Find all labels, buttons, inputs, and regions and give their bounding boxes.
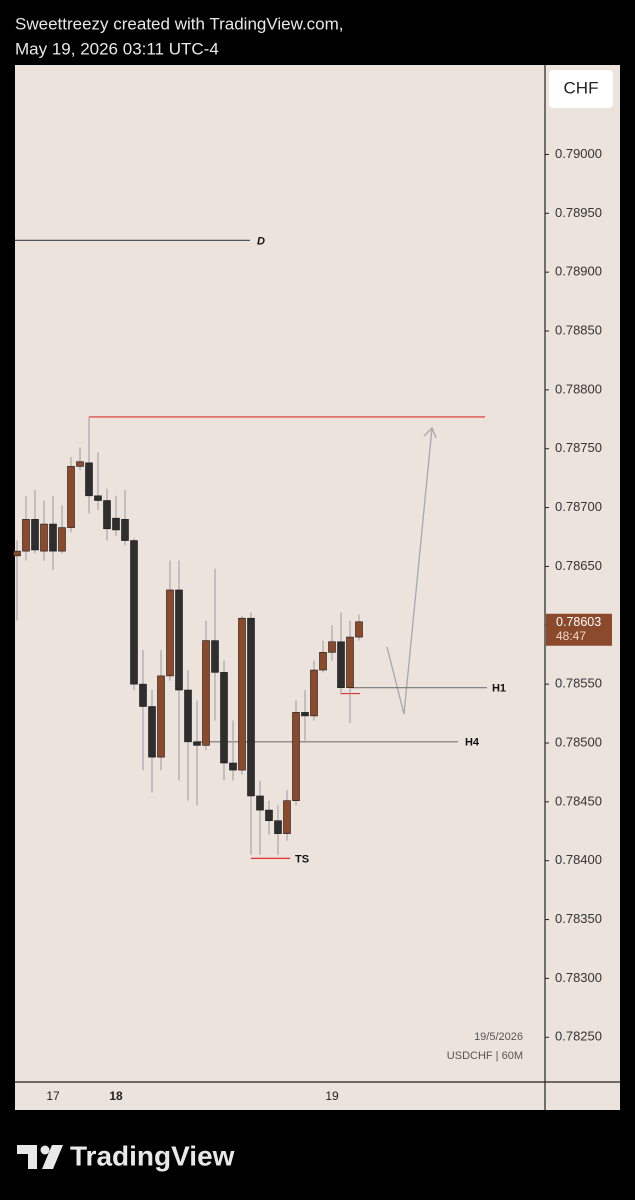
candle-body [139, 683, 147, 707]
x-tick-label: 17 [46, 1089, 60, 1103]
candle-body [184, 689, 192, 743]
y-tick-label: 0.78250 [555, 1029, 602, 1044]
y-tick-label: 0.78850 [555, 322, 602, 337]
y-tick-label: 0.79000 [555, 146, 602, 161]
level-label: TS [295, 853, 309, 865]
level-label: H1 [492, 683, 506, 695]
y-tick-label: 0.78650 [555, 558, 602, 573]
symbol-label: USDCHF | 60M [447, 1050, 523, 1062]
candle-body [49, 523, 57, 552]
candle-body [238, 617, 246, 771]
y-tick-label: 0.78450 [555, 793, 602, 808]
date-label: 19/5/2026 [474, 1031, 523, 1043]
y-tick-label: 0.78700 [555, 499, 602, 514]
candle-body [22, 519, 30, 552]
y-tick-label: 0.78500 [555, 734, 602, 749]
logo-mark [42, 1145, 63, 1169]
candle-body [247, 617, 255, 797]
level-label: H4 [465, 737, 480, 749]
candle-body [85, 462, 93, 497]
x-tick-label: 19 [325, 1089, 339, 1103]
countdown: 48:47 [556, 629, 586, 643]
candle-body [40, 523, 48, 552]
level-label: D [257, 235, 265, 247]
candle-body [130, 540, 138, 685]
candle-body [319, 652, 327, 671]
candle-body [301, 712, 309, 717]
candle-body [67, 466, 75, 528]
y-tick-label: 0.78350 [555, 911, 602, 926]
candle-body [292, 712, 300, 801]
candle-body [166, 589, 174, 677]
candle-body [58, 527, 66, 552]
header-line: Sweettreezy created with TradingView.com… [15, 14, 344, 33]
y-tick-label: 0.78800 [555, 381, 602, 396]
candle-body [283, 800, 291, 834]
candle-body [310, 669, 318, 717]
y-tick-label: 0.78400 [555, 852, 602, 867]
candle-body [112, 517, 120, 531]
candle-body [31, 519, 39, 551]
x-tick-label: 18 [109, 1089, 123, 1103]
candle-body [76, 461, 84, 467]
candle-body [328, 641, 336, 653]
candle-body [94, 495, 102, 501]
candle-body [148, 706, 156, 758]
currency-label: CHF [564, 78, 599, 97]
candle-body [193, 741, 201, 746]
candle-body [103, 500, 111, 530]
logo: TradingView [17, 1140, 235, 1171]
candle-body [220, 672, 228, 764]
candle-body [229, 762, 237, 771]
y-tick-label: 0.78900 [555, 264, 602, 279]
arrow-head [423, 426, 437, 439]
candle-body [274, 820, 282, 834]
candle-body [256, 795, 264, 811]
brand: TradingView [70, 1140, 235, 1171]
candle-body [346, 636, 354, 688]
y-tick-label: 0.78300 [555, 970, 602, 985]
candle-body [211, 640, 219, 673]
currency-button[interactable] [549, 70, 613, 108]
last-price-box [546, 613, 612, 646]
y-tick-label: 0.78550 [555, 676, 602, 691]
candle-body [157, 675, 165, 758]
last-price: 0.78603 [556, 615, 601, 629]
projection-arrow [386, 427, 433, 715]
y-tick-label: 0.78950 [555, 205, 602, 220]
candle-body [355, 621, 363, 638]
chart-panel [15, 65, 620, 1110]
logo-mark [40, 1145, 50, 1155]
candle-body [175, 589, 183, 691]
candle-body [202, 640, 210, 746]
candle-body [121, 519, 129, 541]
logo-mark [17, 1145, 37, 1169]
candle-body [13, 550, 21, 557]
header-line: May 19, 2026 03:11 UTC-4 [15, 39, 219, 58]
y-tick-label: 0.78750 [555, 440, 602, 455]
candle-body [265, 809, 273, 821]
candle-body [337, 641, 345, 688]
